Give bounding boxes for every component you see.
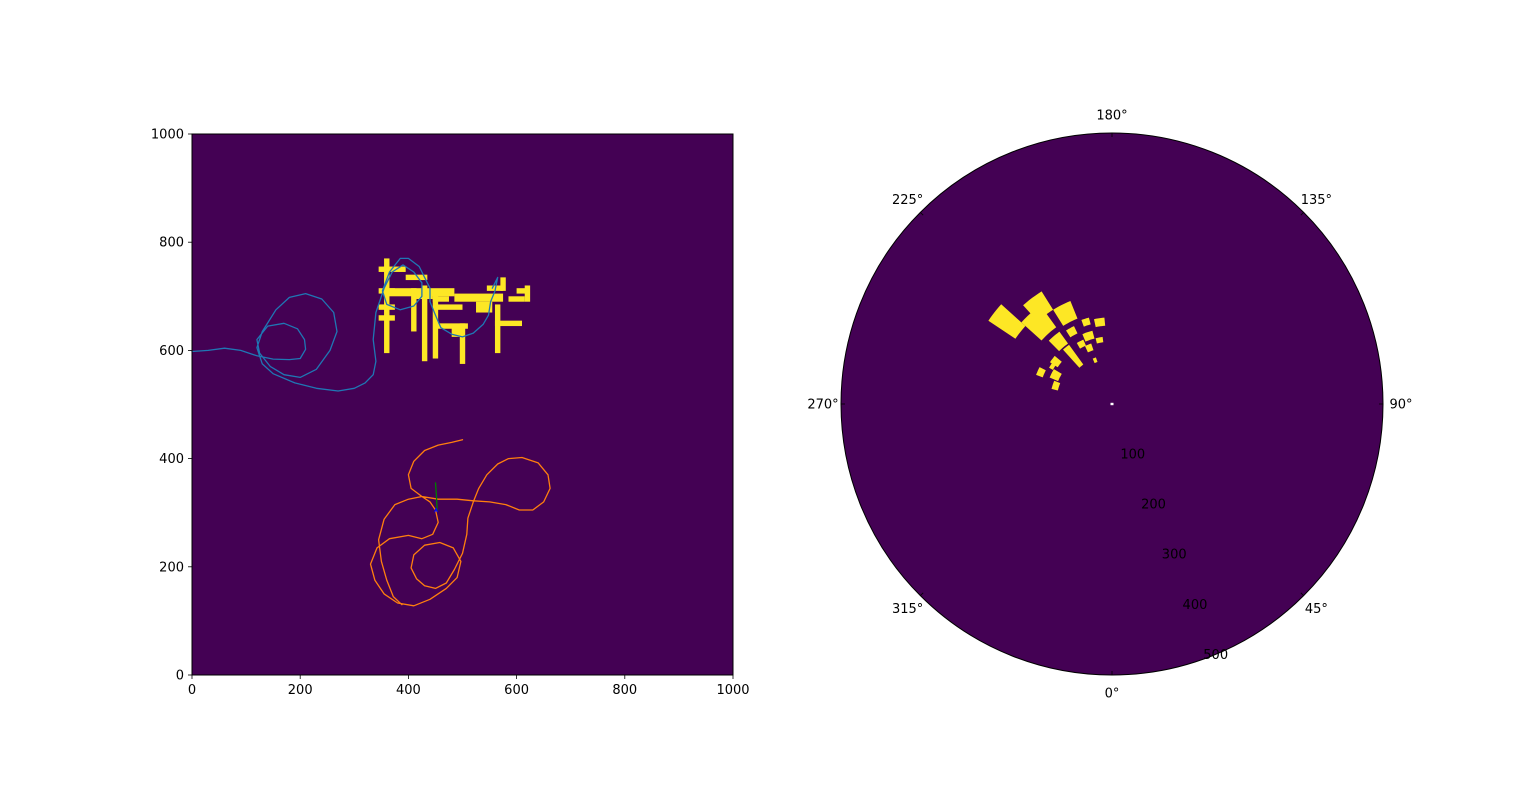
trajectory-series-3 [434,482,438,512]
polar-radial-axis: 100 200 300 400 500 [1120,448,1228,663]
polar-obstacle-sector [1051,380,1061,391]
angular-tick-mark [1300,592,1304,596]
polar-marker [1110,402,1114,406]
polar-obstacle-sector [1092,357,1098,364]
polar-obstacle-sector [988,304,1026,339]
polar-obstacle-sector [1063,344,1084,368]
obstacle-cell [416,293,433,300]
map-paths [191,257,551,607]
obstacle-cell [386,288,455,297]
x-tick-label: 1000 [716,683,749,698]
y-tick-label: 800 [159,236,184,251]
angular-tick-label: 180° [1096,109,1127,124]
polar-obstacle-sector [1082,330,1095,342]
polar-obstacle-sector [1036,367,1046,378]
obstacle-cell [516,288,528,294]
x-tick-label: 400 [396,683,421,698]
polar-obstacles [988,291,1106,391]
obstacle-cell [508,296,525,302]
angular-tick-label: 45° [1305,602,1328,617]
polar-obstacle-sector [1050,355,1062,368]
y-tick-label: 200 [159,560,184,575]
obstacle-cell [500,277,506,291]
angular-tick-label: 315° [892,602,923,617]
obstacle-cell [378,315,395,321]
origin-marker [1110,402,1114,406]
x-tick-label: 200 [288,683,313,698]
map-frame [191,133,734,676]
x-tick-label: 800 [612,683,637,698]
polar-obstacle-sector [1095,336,1104,344]
obstacle-cell [432,296,449,302]
map-x-axis: 0 200 400 600 800 1000 [188,675,750,698]
y-tick-label: 400 [159,452,184,467]
obstacle-cell [451,326,463,337]
map-y-axis: 0 200 400 600 800 1000 [151,128,192,684]
y-tick-label: 600 [159,344,184,359]
y-tick-label: 1000 [151,128,184,143]
angular-tick-label: 135° [1301,193,1332,208]
obstacle-cell [421,285,428,362]
polar-obstacle-sector [1085,343,1094,353]
angular-tick-label: 90° [1389,398,1412,413]
radial-tick-label: 500 [1203,648,1228,663]
obstacle-cell [405,274,428,281]
angular-tick-label: 270° [807,398,838,413]
y-tick-label: 0 [176,669,184,684]
obstacle-cell [524,285,531,302]
angular-tick-label: 225° [892,193,923,208]
map-obstacles [378,258,531,364]
obstacle-cell [454,293,504,302]
angular-tick-mark [920,212,924,216]
obstacle-cell [494,320,523,327]
trajectory-series-2 [369,439,551,607]
map-background [192,134,733,675]
x-tick-label: 600 [504,683,529,698]
polar-obstacle-sector [1049,361,1057,370]
radial-tick-label: 300 [1162,548,1187,563]
polar-angular-axis: 0° 45° 90° 135° 180° 225° 270° 315° [807,109,1412,702]
angular-tick-label: 0° [1105,687,1120,702]
polar-panel: 100 200 300 400 500 0° 45° 90° 135° 180° 225° 270°… [807,109,1412,702]
polar-obstacle-sector [1048,331,1068,352]
polar-obstacle-sector [1066,326,1078,338]
trajectory-series-4 [434,507,438,513]
radial-tick-label: 100 [1120,448,1145,463]
x-tick-label: 0 [188,683,196,698]
obstacle-cell [378,304,395,310]
obstacle-cell [459,323,466,364]
map-panel: 0 200 400 600 800 1000 0 200 400 600 800 1000 [151,128,750,699]
trajectory-series-1 [191,257,499,392]
polar-obstacle-sector [1053,301,1078,326]
polar-obstacle-sector [1094,317,1106,328]
obstacle-cell [494,304,501,354]
obstacle-cell [435,304,463,310]
radial-tick-label: 400 [1183,598,1208,613]
polar-obstacle-sector [1081,317,1091,327]
angular-tick-mark [1300,212,1304,216]
polar-obstacle-sector [1049,369,1062,382]
polar-obstacle-sector [1076,339,1086,349]
radial-tick-label: 200 [1141,498,1166,513]
polar-obstacle-sector [1021,305,1057,341]
angular-tick-mark [920,592,924,596]
obstacle-cell [411,288,417,332]
obstacle-cell [476,301,493,313]
